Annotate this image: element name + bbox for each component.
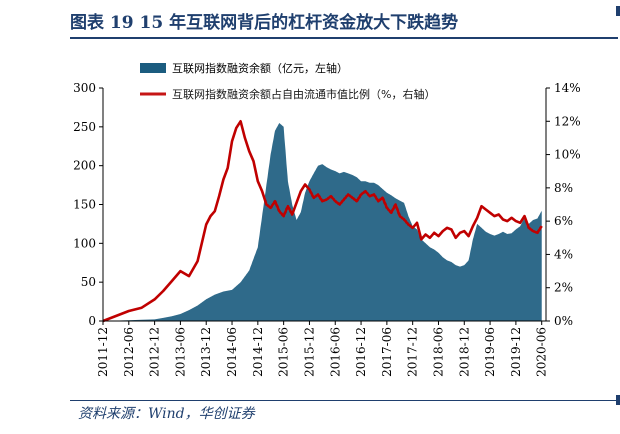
footer-rule <box>70 400 618 401</box>
edge-marker-mid <box>616 395 620 405</box>
right-tick-label: 12% <box>554 114 581 128</box>
x-tick-label: 2014-12 <box>251 327 265 377</box>
x-tick-label: 2020-06 <box>535 327 549 377</box>
legend-label-balance: 互联网指数融资余额（亿元，左轴） <box>172 61 348 75</box>
left-tick-label: 50 <box>81 275 96 289</box>
title-rule <box>70 37 618 39</box>
left-tick-label: 0 <box>88 314 96 328</box>
x-tick-label: 2015-12 <box>302 327 316 377</box>
figure-title: 图表 19 15 年互联网背后的杠杆资金放大下跌趋势 <box>70 13 459 33</box>
x-tick-label: 2016-12 <box>354 327 368 377</box>
left-tick-label: 250 <box>73 120 96 134</box>
right-tick-label: 6% <box>554 214 573 228</box>
series-ratio-line <box>102 120 543 323</box>
right-tick-label: 0% <box>554 314 573 328</box>
x-tick-label: 2018-12 <box>457 327 471 377</box>
x-tick-label: 2014-06 <box>225 327 239 377</box>
x-tick-label: 2017-12 <box>406 327 420 377</box>
x-tick-label: 2019-06 <box>483 327 497 377</box>
right-tick-label: 2% <box>554 281 573 295</box>
left-tick-label: 200 <box>73 159 96 173</box>
source-note: 资料来源：Wind，华创证券 <box>78 406 255 422</box>
x-tick-label: 2016-06 <box>328 327 342 377</box>
left-tick-label: 100 <box>73 236 96 250</box>
legend-swatch-balance <box>140 63 166 73</box>
x-tick-label: 2013-06 <box>173 327 187 377</box>
x-tick-label: 2018-06 <box>431 327 445 377</box>
left-tick-label: 150 <box>73 198 96 212</box>
right-tick-label: 10% <box>554 148 581 162</box>
x-tick-label: 2011-12 <box>96 327 110 377</box>
right-tick-label: 8% <box>554 181 573 195</box>
edge-marker-top <box>616 6 620 16</box>
x-tick-label: 2013-12 <box>199 327 213 377</box>
x-tick-label: 2012-06 <box>122 327 136 377</box>
right-tick-label: 4% <box>554 247 573 261</box>
plot-area: 0 50 100 150 200 250 300 0% 2% 4% 6% 8% 10% 12% 14% 201… <box>73 81 581 377</box>
x-tick-label: 2017-06 <box>380 327 394 377</box>
left-tick-label: 300 <box>73 81 96 95</box>
x-tick-label: 2012-12 <box>148 327 162 377</box>
x-tick-label: 2019-12 <box>509 327 523 377</box>
legend: 互联网指数融资余额（亿元，左轴） 互联网指数融资余额占自由流通市值比例（%，右轴… <box>140 61 435 101</box>
right-tick-label: 14% <box>554 81 581 95</box>
x-tick-label: 2015-06 <box>277 327 291 377</box>
